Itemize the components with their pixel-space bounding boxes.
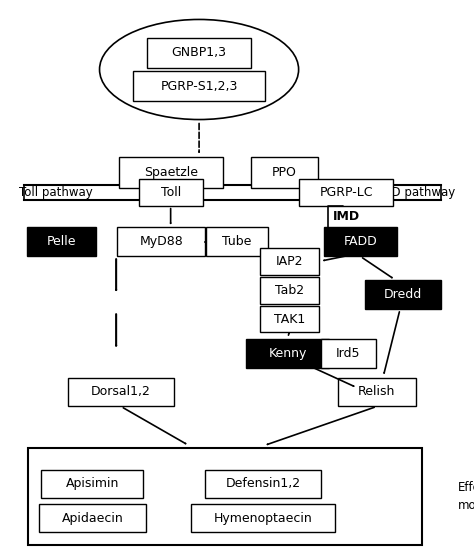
FancyBboxPatch shape <box>138 179 202 206</box>
Text: Pelle: Pelle <box>47 235 76 249</box>
FancyBboxPatch shape <box>259 248 319 275</box>
FancyBboxPatch shape <box>299 179 393 206</box>
Text: GNBP1,3: GNBP1,3 <box>172 46 227 59</box>
Text: IAP2: IAP2 <box>275 255 303 268</box>
Text: TAK1: TAK1 <box>273 312 305 326</box>
Text: Apisimin: Apisimin <box>66 477 119 490</box>
Text: IMD pathway: IMD pathway <box>378 186 455 199</box>
FancyBboxPatch shape <box>27 227 96 256</box>
Text: Apidaecin: Apidaecin <box>62 512 123 525</box>
FancyBboxPatch shape <box>323 227 397 256</box>
FancyBboxPatch shape <box>365 280 441 309</box>
Text: Tab2: Tab2 <box>274 284 304 297</box>
Text: Spaetzle: Spaetzle <box>144 166 198 179</box>
FancyBboxPatch shape <box>133 71 265 101</box>
Text: Kenny: Kenny <box>269 346 307 360</box>
FancyBboxPatch shape <box>206 227 268 256</box>
FancyBboxPatch shape <box>24 185 441 200</box>
FancyBboxPatch shape <box>39 504 146 532</box>
Text: Tube: Tube <box>222 235 252 249</box>
Text: PGRP-S1,2,3: PGRP-S1,2,3 <box>160 80 238 93</box>
Text: Dorsal1,2: Dorsal1,2 <box>91 385 151 399</box>
Text: Toll: Toll <box>161 186 181 199</box>
FancyBboxPatch shape <box>191 504 336 532</box>
Text: FADD: FADD <box>343 235 377 249</box>
FancyBboxPatch shape <box>205 470 321 498</box>
Text: Effector
molecule: Effector molecule <box>457 481 474 512</box>
FancyBboxPatch shape <box>67 378 174 406</box>
Text: Defensin1,2: Defensin1,2 <box>226 477 301 490</box>
Text: Dredd: Dredd <box>384 288 422 301</box>
FancyBboxPatch shape <box>251 157 318 188</box>
FancyBboxPatch shape <box>42 470 143 498</box>
FancyBboxPatch shape <box>28 448 422 545</box>
Text: Ird5: Ird5 <box>336 346 361 360</box>
Text: PPO: PPO <box>272 166 297 179</box>
FancyBboxPatch shape <box>118 227 205 256</box>
FancyBboxPatch shape <box>259 306 319 332</box>
Text: Relish: Relish <box>358 385 395 399</box>
FancyBboxPatch shape <box>246 339 329 368</box>
FancyBboxPatch shape <box>259 277 319 304</box>
Text: Hymenoptaecin: Hymenoptaecin <box>214 512 312 525</box>
Text: MyD88: MyD88 <box>139 235 183 249</box>
Text: PGRP-LC: PGRP-LC <box>319 186 373 199</box>
Text: IMD: IMD <box>332 210 360 224</box>
FancyBboxPatch shape <box>118 157 223 188</box>
FancyBboxPatch shape <box>147 37 251 68</box>
FancyBboxPatch shape <box>337 378 416 406</box>
FancyBboxPatch shape <box>321 339 375 368</box>
Text: Toll pathway: Toll pathway <box>19 186 93 199</box>
